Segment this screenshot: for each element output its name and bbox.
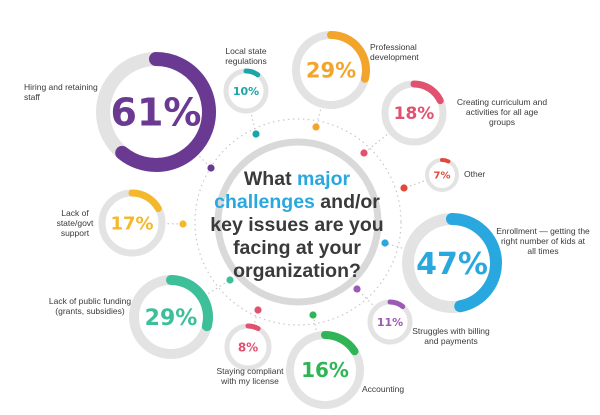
outer-dotted-ring bbox=[194, 118, 402, 326]
item-8-ring-arc bbox=[321, 331, 359, 356]
item-8-connector-dot bbox=[309, 311, 317, 319]
item-9-ring-arc bbox=[245, 323, 261, 332]
item-4-ring-arc bbox=[410, 80, 444, 105]
item-1-value: 61% bbox=[111, 91, 202, 135]
question-highlight-major: major bbox=[297, 168, 351, 190]
question-circle bbox=[214, 138, 382, 306]
label-hiring-and-retaining-staff: Hiring and retaining staff bbox=[24, 82, 98, 102]
question-line-4: facing at your bbox=[233, 237, 361, 259]
item-2-ring-arc bbox=[243, 68, 261, 78]
item-6-ring-arc bbox=[446, 213, 502, 313]
label-lack-of-public-funding: Lack of public funding (grants, subsidie… bbox=[48, 296, 132, 316]
item-2-value: 10% bbox=[233, 85, 259, 98]
item-11-connector-dot bbox=[179, 220, 187, 228]
question-word-what: What bbox=[244, 168, 297, 190]
item-4-connector-dot bbox=[360, 149, 368, 157]
question-highlight-challenges: challenges bbox=[214, 191, 315, 213]
question-line-1: What major bbox=[244, 168, 351, 190]
item-10-ring-arc bbox=[166, 275, 213, 332]
item-7-ring-arc bbox=[387, 299, 406, 310]
item-1-connector-dot bbox=[207, 164, 215, 172]
item-10-value: 29% bbox=[145, 306, 198, 331]
label-staying-compliant: Staying compliant with my license bbox=[216, 366, 284, 386]
item-9-connector-dot bbox=[254, 306, 262, 314]
item-5-connector-dot bbox=[400, 184, 408, 192]
item-3-ring-arc bbox=[327, 31, 370, 83]
label-enrollment: Enrollment — getting the right number of… bbox=[496, 226, 590, 256]
item-1-ring-arc bbox=[115, 52, 216, 172]
item-6-value: 47% bbox=[416, 247, 488, 282]
question-line-2: challenges and/or bbox=[214, 191, 380, 213]
question-line-3: key issues are you bbox=[210, 214, 383, 236]
item-8-value: 16% bbox=[301, 358, 349, 382]
item-11-ring-arc bbox=[128, 189, 162, 213]
item-5-value: 7% bbox=[434, 171, 451, 182]
item-9-value: 8% bbox=[238, 340, 258, 354]
item-5-ring-arc bbox=[440, 158, 451, 164]
label-professional-development: Professional development bbox=[370, 42, 419, 62]
item-10-connector bbox=[208, 279, 231, 295]
question-line-5: organization? bbox=[233, 260, 361, 282]
label-other: Other bbox=[464, 169, 486, 179]
label-accounting: Accounting bbox=[362, 384, 405, 394]
item-2-connector-dot bbox=[252, 130, 260, 138]
item-4-value: 18% bbox=[394, 104, 435, 124]
item-7-connector bbox=[356, 288, 374, 306]
label-billing-and-payments: Struggles with billing and payments bbox=[412, 326, 490, 346]
label-local-state-regulations: Local state regulations bbox=[225, 46, 267, 66]
item-11-value: 17% bbox=[110, 213, 153, 234]
item-10-connector-dot bbox=[226, 276, 234, 284]
item-3-value: 29% bbox=[306, 59, 356, 83]
item-7-value: 11% bbox=[377, 316, 403, 329]
item-4-connector bbox=[363, 134, 388, 154]
question-word-andor: and/or bbox=[315, 191, 380, 213]
label-lack-of-state-govt-support: Lack of state/govt support bbox=[56, 208, 94, 238]
item-6-connector-dot bbox=[381, 239, 389, 247]
item-3-connector-dot bbox=[312, 123, 320, 131]
item-7-connector-dot bbox=[353, 285, 361, 293]
label-creating-curriculum: Creating curriculum and activities for a… bbox=[456, 97, 548, 127]
item-2-connector bbox=[251, 114, 257, 135]
